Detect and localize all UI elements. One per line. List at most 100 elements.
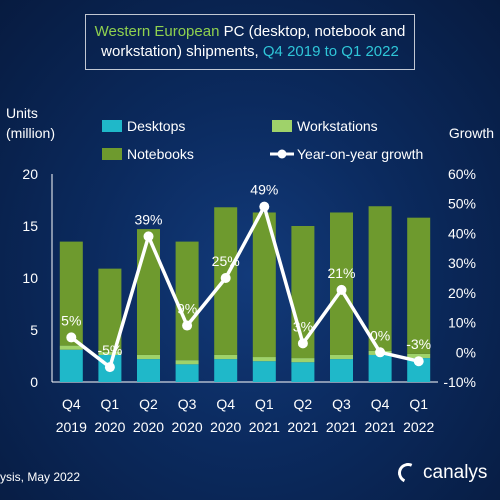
growth-point <box>413 356 424 367</box>
bar-segment-desktops <box>330 359 353 382</box>
x-tick-label-quarter: Q1 <box>409 396 428 412</box>
growth-point <box>375 347 386 358</box>
title-part-period: Q4 2019 to Q1 2022 <box>262 43 399 60</box>
y-left-tick-label: 0 <box>30 374 38 390</box>
legend-label-workstations: Workstations <box>297 118 378 134</box>
legend-swatch-notebooks <box>102 148 122 160</box>
y-left-axis-title-line1: Units <box>6 105 38 121</box>
x-tick-label-quarter: Q4 <box>216 396 235 412</box>
y-left-tick-label: 15 <box>22 218 38 234</box>
x-tick-label-year: 2021 <box>326 419 357 435</box>
y-right-tick-label: 30% <box>448 255 476 271</box>
bar-segment-desktops <box>175 364 199 382</box>
growth-point <box>297 338 308 349</box>
bar-segment-notebooks <box>330 212 353 355</box>
y-left-tick-label: 20 <box>22 166 38 182</box>
bar-segment-notebooks <box>98 268 122 352</box>
bar-segment-notebooks <box>137 229 160 355</box>
bar-segment-desktops <box>291 362 315 382</box>
legend-swatch-workstations <box>272 120 292 132</box>
x-tick-label-year: 2021 <box>365 419 396 435</box>
canalys-logo-icon <box>395 460 421 486</box>
bar-segment-desktops <box>214 359 238 382</box>
growth-data-label: 5% <box>61 312 81 328</box>
bar-segment-workstations <box>252 357 276 362</box>
growth-point <box>104 362 115 373</box>
canalys-logo-text: canalys <box>423 462 488 483</box>
x-tick-label-year: 2020 <box>210 419 241 435</box>
legend-label-desktops: Desktops <box>127 118 185 134</box>
chart-title: Western European PC (desktop, notebook a… <box>85 14 415 70</box>
bar-segment-desktops <box>252 361 276 382</box>
bar-segment-workstations <box>214 354 238 360</box>
bar-segment-workstations <box>407 353 431 359</box>
y-right-tick-label: 40% <box>448 225 476 241</box>
growth-data-label: 21% <box>327 265 355 281</box>
y-left-tick-label: 5 <box>30 322 38 338</box>
y-right-tick-label: 20% <box>448 285 476 301</box>
bar-segment-workstations <box>59 345 83 350</box>
x-tick-label-quarter: Q1 <box>255 396 274 412</box>
growth-data-label: 0% <box>370 327 390 343</box>
bar-segment-notebooks <box>175 241 199 361</box>
y-right-axis-title: Growth <box>449 125 494 141</box>
growth-point <box>143 231 154 242</box>
x-tick-label-quarter: Q3 <box>332 396 351 412</box>
growth-line <box>70 202 420 371</box>
bar-segment-workstations <box>98 351 122 355</box>
legend-swatch-marker-growth <box>277 149 287 159</box>
growth-data-label: -5% <box>97 342 122 358</box>
x-tick-label-quarter: Q2 <box>294 396 313 412</box>
bar-segment-notebooks <box>252 212 276 358</box>
bar-segment-desktops <box>59 349 83 382</box>
y-right-tick-label: 0% <box>456 344 476 360</box>
x-tick-label-year: 2020 <box>133 419 164 435</box>
canalys-logo: canalys <box>395 460 488 486</box>
title-part-main: PC (desktop, notebook and workstation) s… <box>101 23 406 60</box>
bar-segment-desktops <box>137 359 160 382</box>
x-tick-label-year: 2019 <box>56 419 87 435</box>
growth-point <box>220 273 231 283</box>
bar-segment-notebooks <box>59 241 83 346</box>
x-tick-label-year: 2021 <box>287 419 318 435</box>
growth-data-label: 39% <box>134 211 162 227</box>
y-left-tick-label: 10 <box>22 270 38 286</box>
source-note: ysis, May 2022 <box>0 470 81 484</box>
x-tick-label-quarter: Q4 <box>371 396 390 412</box>
y-right-tick-label: 60% <box>448 166 476 182</box>
growth-data-label: -3% <box>406 336 431 352</box>
y-right-tick-label: 10% <box>448 315 476 331</box>
legend-swatch-desktops <box>102 120 122 132</box>
x-tick-label-quarter: Q4 <box>62 396 81 412</box>
title-part-region: Western European <box>94 23 220 40</box>
growth-data-label: 25% <box>212 253 240 269</box>
bar-segment-notebooks <box>407 217 431 354</box>
x-tick-label-quarter: Q3 <box>178 396 197 412</box>
bar-segment-workstations <box>330 354 353 360</box>
bar-segment-desktops <box>407 358 431 382</box>
growth-data-label: 9% <box>177 301 197 317</box>
growth-point <box>259 201 270 212</box>
bar-segment-notebooks <box>368 206 392 351</box>
y-right-tick-label: 50% <box>448 196 476 212</box>
x-tick-label-year: 2020 <box>172 419 203 435</box>
x-tick-label-year: 2021 <box>249 419 280 435</box>
growth-data-label: 3% <box>293 318 313 334</box>
growth-data-label: 49% <box>250 182 278 198</box>
growth-point <box>66 332 77 343</box>
legend-label-notebooks: Notebooks <box>127 146 194 162</box>
bar-segment-desktops <box>368 354 392 382</box>
x-tick-label-quarter: Q1 <box>101 396 120 412</box>
x-tick-label-year: 2022 <box>403 419 434 435</box>
growth-point <box>182 320 193 331</box>
growth-point <box>336 284 347 295</box>
bar-segment-workstations <box>175 360 199 365</box>
legend-label-growth: Year-on-year growth <box>297 146 423 162</box>
y-left-axis-title-line2: (million) <box>6 125 55 141</box>
y-right-tick-label: -10% <box>443 374 476 390</box>
bar-segment-workstations <box>137 354 160 360</box>
x-tick-label-quarter: Q2 <box>139 396 158 412</box>
x-tick-label-year: 2020 <box>94 419 125 435</box>
bar-segment-workstations <box>291 358 315 363</box>
